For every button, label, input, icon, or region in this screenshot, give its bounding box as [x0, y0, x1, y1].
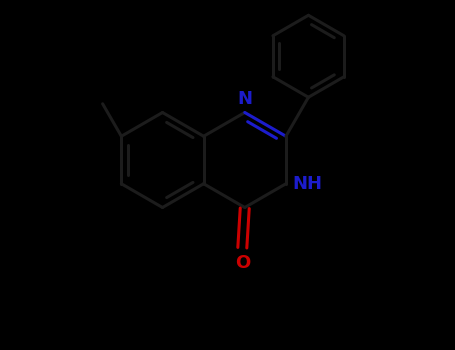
Text: NH: NH	[292, 175, 322, 193]
Text: O: O	[235, 253, 250, 272]
Text: N: N	[237, 91, 252, 108]
